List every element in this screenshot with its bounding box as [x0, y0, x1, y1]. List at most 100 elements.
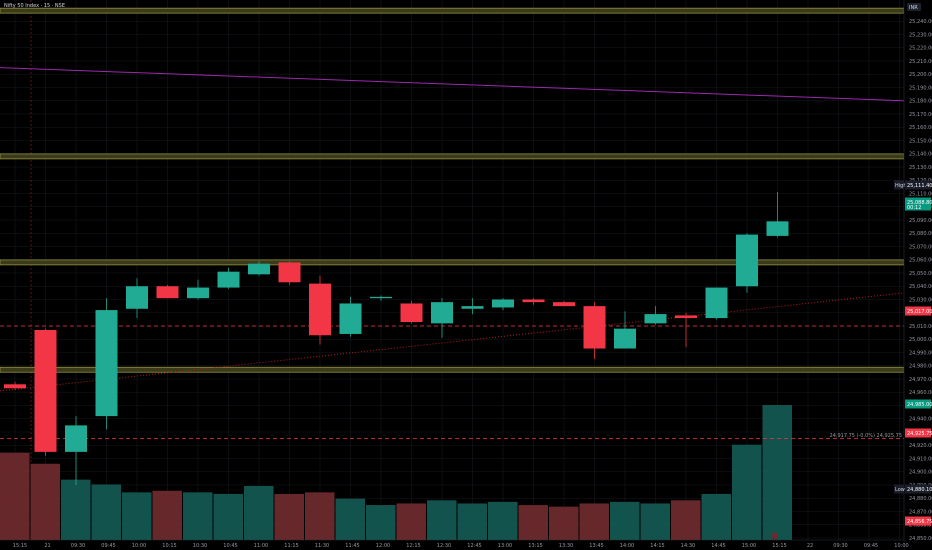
candle-body: [583, 306, 606, 349]
candle-body: [156, 286, 179, 299]
candle-body: [217, 271, 240, 288]
time-tick: 14:30: [681, 543, 695, 549]
candle-body: [34, 329, 57, 452]
time-tick: 15:00: [742, 543, 756, 549]
volume-bar: [640, 503, 670, 540]
candle-body: [553, 302, 575, 307]
volume-bar: [671, 500, 701, 540]
volume-bar: [518, 505, 548, 540]
time-axis-bg: [0, 540, 904, 550]
time-tick: 22: [807, 543, 813, 549]
price-tick: 25,230.00: [909, 32, 932, 38]
price-tick: 25,130.00: [909, 165, 932, 171]
volume-bar: [579, 503, 609, 540]
trend-lines: 24,917.75 (-0.0%) 24,925.75: [0, 67, 905, 439]
volume-bar: [305, 492, 335, 540]
volume-bar: [427, 500, 457, 540]
price-tick: 25,050.00: [909, 271, 932, 277]
price-tick: 25,150.00: [909, 138, 932, 144]
price-tick: 25,200.00: [909, 72, 932, 78]
volume-bars: [0, 405, 792, 540]
candle-body: [309, 283, 331, 336]
price-label-tag-text: High: [895, 183, 907, 189]
candle-body: [461, 306, 484, 309]
time-tick: 09:45: [101, 543, 115, 549]
volume-bar: [274, 493, 304, 540]
time-tick: 15:15: [13, 543, 27, 549]
price-label-box: [905, 306, 931, 316]
time-axis[interactable]: 15:15 21 09:30 09:45 10:00 10:15 10:30 10:45 11:…: [0, 533, 909, 550]
price-tick: 25,090.00: [909, 218, 932, 224]
price-tick: 24,900.00: [909, 470, 932, 476]
price-tick: 24,940.00: [909, 417, 932, 423]
candle-body: [4, 384, 26, 389]
price-axis-bg: [904, 0, 932, 550]
time-tick: 13:30: [559, 543, 573, 549]
time-tick: 11:45: [345, 543, 359, 549]
price-label-box: [905, 516, 931, 526]
volume-bar: [396, 503, 426, 540]
candle-body: [65, 425, 87, 452]
price-tick: 25,180.00: [909, 99, 932, 105]
volume-bar: [30, 463, 60, 540]
price-zone: [0, 7, 905, 14]
price-tick: 25,070.00: [909, 244, 932, 250]
volume-bar: [0, 452, 30, 540]
price-tick: 25,220.00: [909, 46, 932, 52]
price-tick: 25,010.00: [909, 324, 932, 330]
price-tick: 25,000.00: [909, 337, 932, 343]
volume-bar: [213, 493, 243, 540]
candle-body: [766, 221, 789, 236]
price-label-text: 24,856.75: [907, 519, 932, 525]
time-tick: 13:00: [498, 543, 512, 549]
price-zone: [0, 153, 905, 160]
volume-bar: [122, 492, 152, 540]
volume-bar: [701, 493, 731, 540]
price-label-text: 24,925.75: [907, 431, 932, 437]
volume-bar: [91, 484, 121, 540]
volume-bar: [61, 479, 91, 540]
volume-bar: [488, 501, 518, 540]
candle-body: [431, 302, 453, 324]
time-tick: 11:00: [254, 543, 268, 549]
price-label-box: [905, 484, 931, 494]
candle-body: [95, 310, 118, 417]
time-tick: 10:30: [193, 543, 207, 549]
volume-bar: [152, 490, 182, 540]
price-tick: 24,960.00: [909, 390, 932, 396]
price-tick: 24,980.00: [909, 364, 932, 370]
price-axis[interactable]: 25,240.00 25,230.00 25,220.00 25,210.00 25,2…: [903, 0, 932, 550]
price-tick: 25,060.00: [909, 258, 932, 264]
time-tick: 12:45: [467, 543, 481, 549]
price-tick: 24,870.00: [909, 509, 932, 515]
time-tick: 14:45: [711, 543, 725, 549]
price-label-text: 24,985.00: [907, 402, 932, 408]
candle-body: [522, 299, 545, 303]
price-tick: 25,110.00: [909, 191, 932, 197]
candle-body: [339, 303, 362, 334]
candlesticks[interactable]: [4, 192, 789, 485]
price-tick: 24,910.00: [909, 456, 932, 462]
time-tick: 12:30: [437, 543, 451, 549]
price-label-tag: [894, 180, 904, 190]
volume-bar: [335, 498, 365, 540]
candle-body: [248, 263, 270, 275]
time-tick: 14:15: [650, 543, 664, 549]
candle-body: [614, 328, 636, 349]
volume-bar: [183, 492, 213, 540]
candle-body: [644, 314, 667, 324]
volume-bar: [457, 503, 487, 540]
time-tick: 21: [44, 543, 50, 549]
price-tick: 25,190.00: [909, 85, 932, 91]
price-label-box: [905, 180, 931, 190]
price-tick: 25,240.00: [909, 19, 932, 25]
time-tick: 12:00: [376, 543, 390, 549]
price-tick: 25,040.00: [909, 284, 932, 290]
price-tick: 24,970.00: [909, 377, 932, 383]
price-label-text: 24,880.10: [907, 487, 932, 493]
time-tick: 14:00: [620, 543, 634, 549]
time-tick: 12:15: [406, 543, 420, 549]
resistance-trendline: [0, 67, 905, 102]
